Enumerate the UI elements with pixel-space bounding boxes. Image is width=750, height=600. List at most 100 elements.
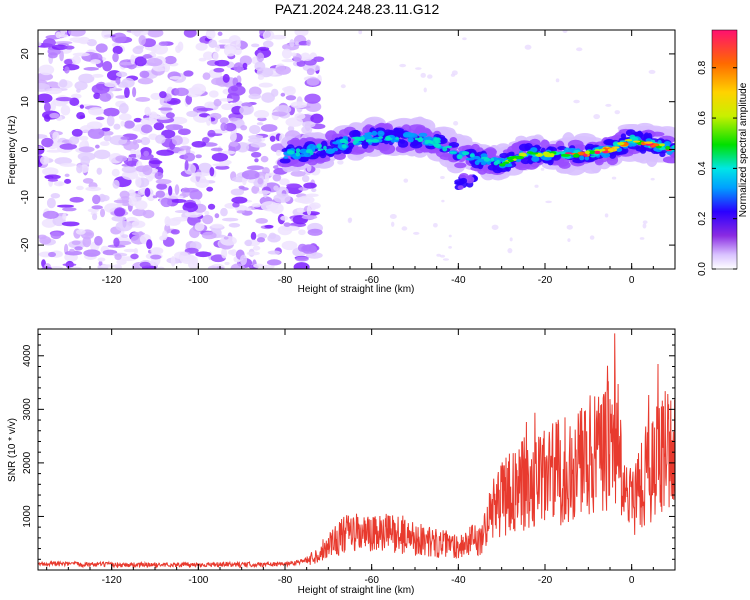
spectrogram-noise-blob <box>55 96 74 102</box>
spectrogram-ridge-blob <box>465 157 475 161</box>
spectrogram-ridge-blob <box>417 137 424 143</box>
spectrogram-noise-blob <box>202 51 214 60</box>
spectrogram-noise-blob <box>86 38 97 47</box>
spectrogram-noise-blob <box>135 45 145 50</box>
spectrogram-noise-blob <box>295 256 309 262</box>
spectrogram-core-blob <box>584 150 590 155</box>
spectrogram-blobs <box>38 30 675 269</box>
spectrogram-noise-blob <box>160 197 173 208</box>
spectrogram-noise-blob <box>255 218 268 224</box>
spectrogram-noise-blob <box>263 190 268 198</box>
spectrogram-noise-blob <box>118 103 129 114</box>
snr-x-tick-label: -80 <box>278 575 293 586</box>
spectrogram-noise-blob <box>149 160 163 165</box>
spectrogram-faint-blob <box>439 254 446 258</box>
spectrogram-noise-blob <box>126 160 138 167</box>
spectrogram-noise-blob <box>76 164 83 174</box>
spectrogram-noise-blob <box>256 52 265 63</box>
spectrogram-noise-blob <box>143 150 150 157</box>
spectrogram-noise-blob <box>250 142 267 148</box>
spectrogram-noise-blob <box>38 93 53 104</box>
spectrogram-noise-blob <box>74 81 88 91</box>
spectrogram-noise-blob <box>229 141 239 147</box>
spectrogram-noise-blob <box>262 40 274 48</box>
spectrogram-noise-blob <box>87 208 100 213</box>
spectrogram-faint-blob <box>390 221 395 227</box>
spectrogram-noise-blob <box>286 183 301 188</box>
spectrogram-noise-blob <box>293 262 310 269</box>
spectrogram-noise-blob <box>83 67 99 71</box>
spectrogram-ridge-blob <box>360 136 365 142</box>
spectrogram-faint-blob <box>453 121 459 126</box>
spectrogram-noise-blob <box>50 100 57 112</box>
spectrogram-noise-blob <box>165 195 184 199</box>
spectrogram-noise-blob <box>183 70 194 77</box>
spectrogram-noise-blob <box>47 178 59 182</box>
spectrogram-noise-blob <box>144 187 151 197</box>
spectrogram-ridge-blob <box>518 143 530 152</box>
spectrogram-noise-blob <box>134 56 147 67</box>
spectrogram-ridge-blob <box>449 136 458 144</box>
snr-x-tick-label: -20 <box>538 575 553 586</box>
spectrogram-noise-blob <box>183 152 196 162</box>
spectrogram-noise-blob <box>251 43 260 48</box>
spectrogram-noise-blob <box>74 246 83 251</box>
spectrogram-ridge-blob <box>557 151 565 155</box>
spectrogram-noise-blob <box>91 73 104 78</box>
spectrogram-noise-blob <box>71 128 83 137</box>
spectrogram-noise-blob <box>114 253 122 261</box>
spectrogram-noise-blob <box>205 30 216 40</box>
spectrogram-ridge-blob <box>411 140 419 147</box>
spectrogram-noise-blob <box>91 83 110 95</box>
spectrogram-noise-blob <box>150 254 162 260</box>
spectrogram-noise-blob <box>234 46 242 56</box>
spectrogram-noise-blob <box>64 45 75 50</box>
spectrogram-noise-blob <box>59 143 78 150</box>
spectrogram-noise-blob <box>165 112 175 119</box>
spectrogram-ridge-blob <box>457 185 464 190</box>
spectrogram-ridge-blob <box>531 156 540 162</box>
spectrogram-noise-blob <box>93 149 111 160</box>
spectrogram-noise-blob <box>130 54 136 65</box>
snr-panel: -120 -100 -80 -60 -40 -20 0 1000 2000 3000 4000 He… <box>7 328 676 596</box>
spectrogram-noise-blob <box>195 154 202 159</box>
spectrogram-noise-blob <box>256 122 264 126</box>
spectrogram-noise-blob <box>169 116 188 125</box>
spectrogram-noise-blob <box>139 70 150 79</box>
spectrogram-noise-blob <box>134 200 148 210</box>
spectrogram-ridge-blob <box>371 139 380 143</box>
colorbar-gradient <box>711 29 738 270</box>
spectrogram-noise-blob <box>294 41 300 46</box>
spectrogram-noise-blob <box>285 117 304 127</box>
spectrogram-core-blob <box>599 148 606 152</box>
spectrogram-noise-blob <box>221 247 228 259</box>
spectrogram-noise-blob <box>260 124 278 132</box>
spectrogram-noise-blob <box>222 73 230 83</box>
spectrogram-noise-blob <box>227 249 234 255</box>
spectrogram-y-tick-label: 0 <box>20 146 31 152</box>
spectrogram-x-tick-label: -40 <box>451 275 466 286</box>
spectrogram-noise-blob <box>119 190 130 199</box>
spectrogram-noise-blob <box>62 213 67 220</box>
spectrogram-faint-blob <box>650 177 655 181</box>
spectrogram-noise-blob <box>211 77 225 86</box>
spectrogram-faint-blob <box>348 217 353 222</box>
spectrogram-noise-blob <box>311 188 317 193</box>
spectrogram-ridge-blob <box>283 156 289 159</box>
spectrogram-noise-blob <box>195 251 212 258</box>
spectrogram-faint-blob <box>642 223 647 229</box>
spectrogram-noise-blob <box>71 240 81 245</box>
spectrogram-faint-blob <box>432 222 438 228</box>
spectrogram-core-blob <box>579 152 584 156</box>
spectrogram-faint-blob <box>648 69 656 74</box>
spectrogram-noise-blob <box>208 39 218 48</box>
spectrogram-noise-blob <box>113 199 130 204</box>
spectrogram-noise-blob <box>184 160 189 171</box>
spectrogram-ridge-blob <box>317 148 324 151</box>
spectrogram-noise-blob <box>137 77 154 85</box>
spectrogram-noise-blob <box>121 166 137 174</box>
spectrogram-faint-blob <box>562 30 568 33</box>
spectrogram-noise-blob <box>294 196 311 203</box>
spectrogram-noise-blob <box>106 115 115 127</box>
spectrogram-noise-blob <box>219 117 229 124</box>
